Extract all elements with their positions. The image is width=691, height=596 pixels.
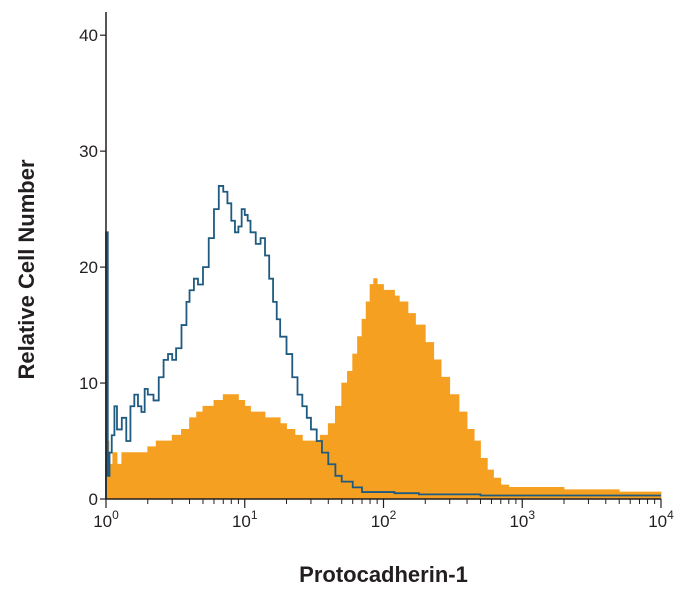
filled-histogram-series — [105, 278, 662, 500]
y-tick-label: 20 — [79, 258, 98, 277]
x-tick-label: 103 — [509, 508, 535, 531]
y-tick-label: 30 — [79, 142, 98, 161]
x-tick-label: 100 — [93, 508, 119, 531]
y-tick-label: 40 — [79, 26, 98, 45]
x-axis-title: Protocadherin-1 — [299, 562, 468, 587]
x-tick-label: 102 — [371, 508, 397, 531]
outline-histogram-series — [105, 185, 661, 499]
y-tick-label: 0 — [89, 490, 98, 509]
y-axis-title: Relative Cell Number — [14, 159, 39, 380]
x-tick-label: 101 — [232, 508, 258, 531]
x-tick-label: 104 — [648, 508, 674, 531]
y-tick-label: 10 — [79, 374, 98, 393]
